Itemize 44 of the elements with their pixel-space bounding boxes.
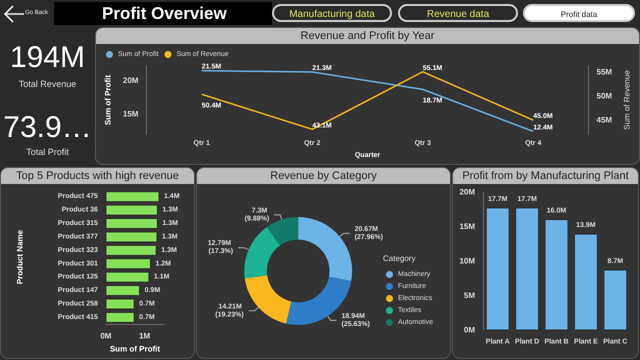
- y-axis-title: Sum of Profit: [104, 74, 112, 126]
- bar: [106, 205, 158, 216]
- bar: [106, 272, 149, 282]
- legend-title: Category: [383, 254, 416, 263]
- bar: [106, 245, 156, 256]
- bar: [604, 270, 627, 330]
- y-tick-label: 20M: [459, 188, 476, 196]
- bar: [516, 208, 539, 330]
- y2-tick-label: 55M: [596, 68, 612, 77]
- text: Profit Overview: [54, 2, 272, 25]
- text: Profit data: [523, 4, 635, 22]
- y2-tick-label: 45M: [596, 116, 612, 125]
- chart-title: Revenue and Profit by Year: [96, 28, 639, 44]
- text: Total Revenue: [18, 79, 78, 89]
- x-tick-label: 1M: [139, 332, 151, 341]
- bar: [106, 258, 150, 269]
- bar: [106, 192, 159, 202]
- text: Manufacturing data: [272, 4, 392, 22]
- chart-title: Top 5 Products with high revenue: [1, 168, 194, 184]
- y-tick-label: 10M: [459, 256, 476, 266]
- bar: [545, 220, 568, 330]
- text: 194M: [8, 41, 86, 75]
- y-tick-label: 15M: [122, 110, 139, 119]
- bar: [486, 208, 510, 330]
- y-tick-label: 15M: [459, 222, 476, 231]
- y2-tick-label: 50M: [596, 92, 612, 101]
- chart-title: Revenue by Category: [197, 168, 450, 184]
- bar: [106, 218, 158, 229]
- y2-axis-title: Sum of Revenue: [622, 70, 632, 130]
- bar: [106, 286, 140, 296]
- text: Total Profit: [25, 147, 70, 157]
- bar: [574, 234, 598, 330]
- bar: [106, 312, 134, 322]
- text: 73.9…: [2, 111, 93, 145]
- y-tick-label: 0M: [464, 326, 476, 334]
- x-axis-title: Sum of Profit: [110, 344, 160, 354]
- y-axis-title: Product Name: [16, 229, 24, 284]
- chart-title: Profit from by Manufacturing Plant: [453, 168, 638, 184]
- x-tick-label: 0M: [100, 332, 112, 341]
- bar: [106, 298, 134, 310]
- y-tick-label: 5M: [464, 291, 476, 300]
- y-tick-label: 20M: [122, 76, 139, 86]
- bar: [106, 232, 158, 242]
- text: Revenue data: [398, 4, 518, 22]
